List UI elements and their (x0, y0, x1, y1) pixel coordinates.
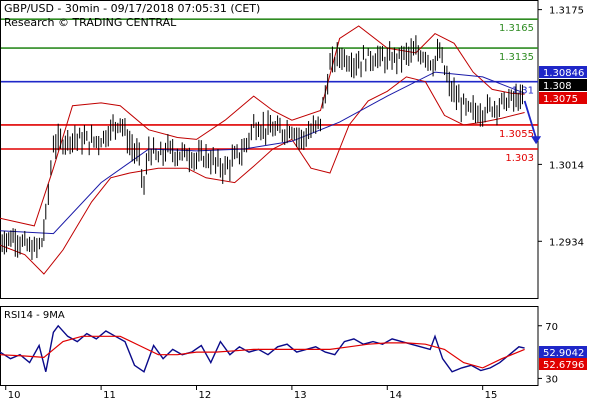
rsi-y-tick-label: 30 (545, 374, 558, 385)
moving-average-line (0, 71, 525, 235)
x-tick-label: 11 (103, 390, 116, 400)
price-tag-bid-bg (539, 66, 587, 78)
bollinger-lower-line (0, 76, 525, 275)
forecast-arrow (523, 100, 542, 145)
x-tick-label: 14 (389, 390, 402, 400)
rsi-tag-rsi: 52.9042 (543, 348, 584, 359)
rsi-panel-border (0, 306, 539, 386)
rsi-tag-rsi_ma: 52.6796 (543, 360, 584, 371)
rsi-y-tick-label: 70 (545, 322, 558, 333)
x-tick-label: 10 (8, 390, 21, 400)
level-label: 1.3135 (499, 52, 534, 63)
rsi-tag-rsi-bg (539, 346, 587, 358)
rsi-panel: RSI14 - 9MA (0, 310, 525, 373)
level-label: 1.3055 (499, 129, 534, 140)
x-tick-label: 13 (294, 390, 307, 400)
axis-labels: 1.3175 1.3014 1.2934 70 30 10 11 12 13 14 15 (5, 6, 584, 400)
y-tick-label: 1.3014 (549, 160, 584, 171)
price-tag-last: 1.308 (543, 81, 572, 92)
price-bars (0, 35, 523, 260)
rsi-panel-title: RSI14 - 9MA (4, 310, 65, 321)
y-tick-label: 1.3175 (549, 6, 584, 17)
indicator-lines (0, 25, 525, 275)
chart-frame (0, 0, 539, 386)
price-tag-ask: 1.3075 (543, 94, 578, 105)
forecast-arrow-shaft (523, 100, 537, 139)
y-tick-label: 1.2934 (549, 237, 584, 248)
price-tag-ask-bg (539, 92, 587, 104)
rsi-tag-rsi_ma-bg (539, 358, 587, 370)
rsi-ma-line (0, 335, 525, 369)
level-label: 1.303 (505, 153, 534, 164)
x-tick-label: 12 (199, 390, 212, 400)
chart-title: GBP/USD - 30min - 09/17/2018 07:05:31 (C… (4, 2, 261, 15)
bollinger-upper-line (0, 25, 525, 227)
price-tag-last-bg (539, 79, 587, 91)
x-tick-label: 15 (485, 390, 498, 400)
level-label: 1.3165 (499, 23, 534, 34)
forecast-arrow-head (531, 136, 542, 145)
chart-attribution: Research © TRADING CENTRAL (4, 16, 177, 29)
price-tag-bid: 1.30846 (543, 68, 584, 79)
